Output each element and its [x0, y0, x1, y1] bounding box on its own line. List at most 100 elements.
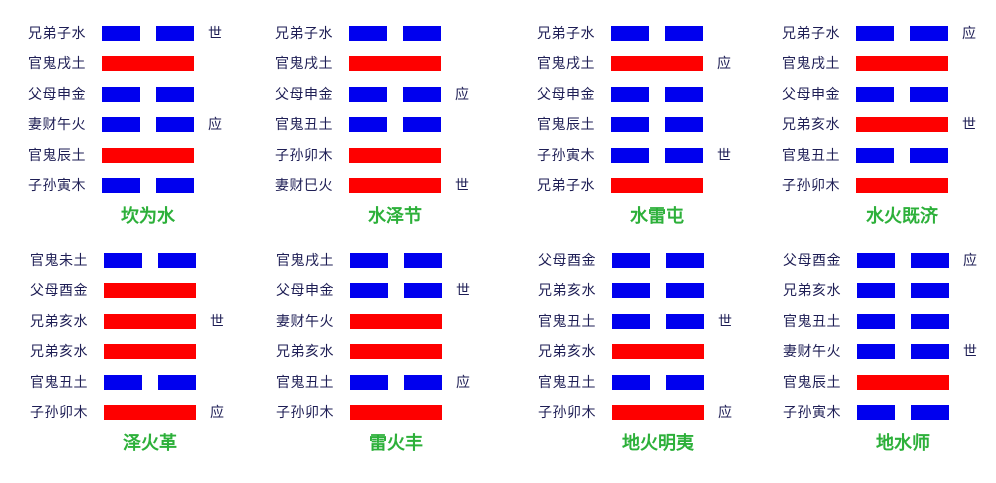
line-label: 官鬼辰土: [28, 148, 86, 164]
hexagram-title: 水火既济: [866, 206, 938, 227]
yang-line-bar: [349, 178, 441, 193]
hexagram-line: 官鬼辰土: [28, 148, 238, 164]
yin-line-bar-left: [612, 283, 650, 298]
yang-line-bar: [856, 178, 948, 193]
yin-line-bar-right: [156, 178, 194, 193]
hexagram-line: 兄弟亥水: [538, 344, 748, 360]
yang-line-bar: [856, 56, 948, 71]
line-label: 子孙寅木: [28, 178, 86, 194]
yang-line-bar: [104, 283, 196, 298]
hexagram-line: 子孙卯木 应: [538, 405, 748, 421]
line-label: 父母申金: [537, 87, 595, 103]
yin-line-bar-left: [611, 117, 649, 132]
line-label: 兄弟亥水: [538, 283, 596, 299]
line-label: 官鬼丑土: [275, 117, 333, 133]
hexagram-line: 兄弟亥水 世: [782, 117, 992, 133]
yin-line-bar-right: [666, 283, 704, 298]
line-label: 官鬼辰土: [537, 117, 595, 133]
line-label: 官鬼丑土: [538, 375, 596, 391]
yin-line-bar-left: [611, 148, 649, 163]
hexagram-title: 雷火丰: [369, 433, 423, 454]
ying-marker: 应: [718, 405, 732, 421]
line-label: 兄弟亥水: [783, 283, 841, 299]
ying-marker: 应: [208, 117, 222, 133]
line-label: 兄弟子水: [782, 26, 840, 42]
line-label: 子孙卯木: [30, 405, 88, 421]
line-label: 兄弟子水: [275, 26, 333, 42]
line-label: 子孙卯木: [538, 405, 596, 421]
shi-marker: 世: [456, 283, 470, 299]
line-label: 兄弟亥水: [782, 117, 840, 133]
hexagram-line: 官鬼辰土: [537, 117, 747, 133]
yin-line-bar-left: [350, 375, 388, 390]
line-label: 父母申金: [782, 87, 840, 103]
line-label: 官鬼丑土: [782, 148, 840, 164]
line-label: 官鬼丑土: [783, 314, 841, 330]
hexagram-line: 兄弟亥水: [783, 283, 993, 299]
yin-line-bar-right: [665, 148, 703, 163]
line-label: 官鬼戌土: [276, 253, 334, 269]
yin-line-bar-left: [102, 117, 140, 132]
yin-line-bar-right: [156, 26, 194, 41]
yang-line-bar: [349, 56, 441, 71]
line-label: 兄弟子水: [537, 178, 595, 194]
yang-line-bar: [611, 56, 703, 71]
hexagram-line: 兄弟亥水 世: [30, 314, 240, 330]
line-label: 官鬼丑土: [30, 375, 88, 391]
hexagram-line: 父母申金 世: [276, 283, 486, 299]
yin-line-bar-right: [911, 405, 949, 420]
hexagram-line: 父母酉金 应: [783, 253, 993, 269]
hexagram-line: 子孙寅木: [28, 178, 238, 194]
hexagram-line: 妻财午火 应: [28, 117, 238, 133]
line-label: 父母申金: [28, 87, 86, 103]
hexagram-line: 父母申金: [28, 87, 238, 103]
ying-marker: 应: [210, 405, 224, 421]
hexagram-line: 官鬼丑土: [538, 375, 748, 391]
yin-line-bar-left: [102, 178, 140, 193]
line-label: 官鬼戌土: [537, 56, 595, 72]
yin-line-bar-left: [857, 405, 895, 420]
line-label: 兄弟子水: [537, 26, 595, 42]
line-label: 妻财巳火: [275, 178, 333, 194]
line-label: 兄弟亥水: [276, 344, 334, 360]
hexagram-line: 兄弟亥水: [276, 344, 486, 360]
yin-line-bar-left: [104, 375, 142, 390]
yang-line-bar: [104, 405, 196, 420]
hexagram-panel: 父母酉金 应兄弟亥水 官鬼丑土 妻财午火 世官鬼辰土 子孙寅木 地水师: [783, 253, 993, 463]
yang-line-bar: [857, 375, 949, 390]
yin-line-bar-left: [857, 253, 895, 268]
yang-line-bar: [349, 148, 441, 163]
hexagram-line: 官鬼丑土: [275, 117, 485, 133]
yin-line-bar-left: [349, 117, 387, 132]
yin-line-bar-left: [856, 87, 894, 102]
hexagram-line: 父母申金: [782, 87, 992, 103]
yin-line-bar-left: [611, 26, 649, 41]
hexagram-title: 地水师: [876, 433, 930, 454]
hexagram-line: 妻财午火 世: [783, 344, 993, 360]
hexagram-line: 官鬼丑土 应: [276, 375, 486, 391]
ying-marker: 应: [963, 253, 977, 269]
ying-marker: 应: [455, 87, 469, 103]
line-label: 官鬼辰土: [783, 375, 841, 391]
yang-line-bar: [856, 117, 948, 132]
yang-line-bar: [104, 344, 196, 359]
ying-marker: 应: [456, 375, 470, 391]
line-label: 子孙卯木: [275, 148, 333, 164]
yin-line-bar-left: [104, 253, 142, 268]
hexagram-title: 坎为水: [121, 206, 175, 227]
yin-line-bar-left: [612, 253, 650, 268]
line-label: 子孙卯木: [782, 178, 840, 194]
hexagram-line: 官鬼戌土: [276, 253, 486, 269]
hexagram-line: 兄弟子水: [537, 26, 747, 42]
yang-line-bar: [102, 56, 194, 71]
hexagram-line: 官鬼戌土: [275, 56, 485, 72]
line-label: 兄弟子水: [28, 26, 86, 42]
yang-line-bar: [350, 314, 442, 329]
yin-line-bar-right: [665, 26, 703, 41]
line-label: 子孙卯木: [276, 405, 334, 421]
yin-line-bar-left: [857, 283, 895, 298]
yin-line-bar-right: [910, 26, 948, 41]
hexagram-line: 父母申金: [537, 87, 747, 103]
yin-line-bar-right: [665, 87, 703, 102]
line-label: 父母申金: [276, 283, 334, 299]
